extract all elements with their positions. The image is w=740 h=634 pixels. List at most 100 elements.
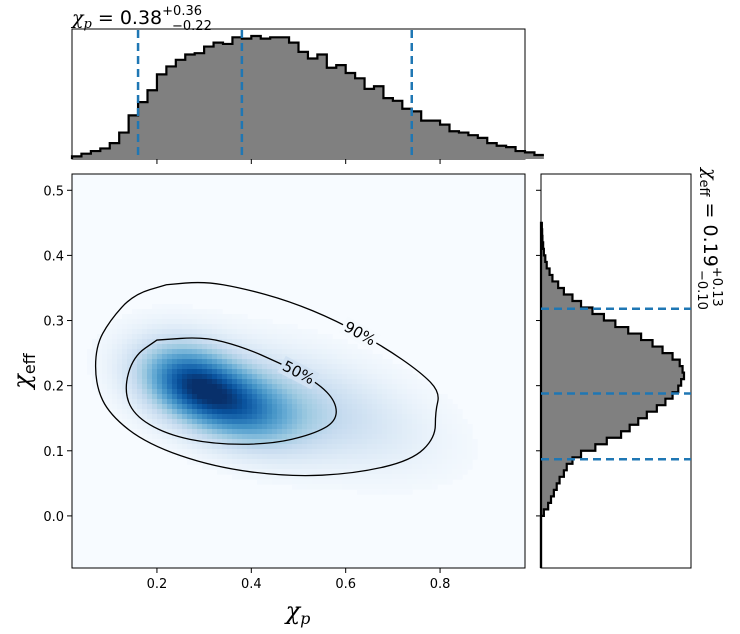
density-cell <box>437 439 443 445</box>
density-cell <box>462 419 468 425</box>
density-cell <box>257 399 263 405</box>
density-cell <box>237 424 243 430</box>
density-cell <box>357 379 363 385</box>
density-cell <box>327 399 333 405</box>
density-cell <box>162 364 168 370</box>
density-cell <box>162 444 168 450</box>
density-cell <box>157 309 163 315</box>
density-cell <box>322 449 328 455</box>
density-cell <box>177 359 183 365</box>
density-cell <box>302 424 308 430</box>
density-cell <box>217 344 223 350</box>
density-cell <box>437 454 443 460</box>
density-cell <box>327 369 333 375</box>
density-cell <box>172 409 178 415</box>
density-cell <box>102 339 108 345</box>
density-cell <box>472 444 478 450</box>
density-cell <box>187 354 193 360</box>
density-cell <box>232 404 238 410</box>
density-cell <box>182 449 188 455</box>
density-cell <box>222 319 228 325</box>
density-cell <box>142 374 148 380</box>
density-cell <box>212 329 218 335</box>
density-cell <box>117 409 123 415</box>
density-cell <box>262 439 268 445</box>
density-cell <box>342 414 348 420</box>
density-cell <box>312 329 318 335</box>
density-cell <box>302 339 308 345</box>
density-cell <box>227 409 233 415</box>
density-cell <box>207 319 213 325</box>
density-cell <box>362 459 368 465</box>
density-cell <box>327 344 333 350</box>
density-cell <box>222 409 228 415</box>
density-cell <box>182 344 188 350</box>
density-cell <box>322 414 328 420</box>
density-cell <box>182 309 188 315</box>
density-cell <box>177 454 183 460</box>
density-cell <box>267 379 273 385</box>
density-cell <box>187 344 193 350</box>
density-cell <box>347 354 353 360</box>
density-cell <box>227 334 233 340</box>
density-cell <box>302 389 308 395</box>
density-cell <box>97 384 103 390</box>
density-cell <box>227 384 233 390</box>
density-cell <box>352 454 358 460</box>
density-cell <box>252 389 258 395</box>
density-cell <box>392 414 398 420</box>
density-cell <box>352 364 358 370</box>
density-cell <box>207 359 213 365</box>
density-cell <box>242 454 248 460</box>
density-cell <box>157 339 163 345</box>
density-cell <box>292 344 298 350</box>
density-cell <box>247 409 253 415</box>
density-cell <box>242 354 248 360</box>
density-cell <box>177 369 183 375</box>
density-cell <box>227 419 233 425</box>
density-cell <box>177 349 183 355</box>
density-cell <box>422 394 428 400</box>
density-cell <box>332 409 338 415</box>
density-cell <box>322 379 328 385</box>
density-cell <box>422 399 428 405</box>
density-cell <box>132 414 138 420</box>
density-cell <box>217 419 223 425</box>
density-cell <box>207 439 213 445</box>
density-cell <box>272 369 278 375</box>
density-cell <box>152 349 158 355</box>
density-cell <box>442 394 448 400</box>
density-cell <box>312 474 318 480</box>
density-cell <box>332 384 338 390</box>
density-cell <box>407 444 413 450</box>
density-cell <box>277 419 283 425</box>
density-cell <box>217 324 223 330</box>
density-cell <box>442 474 448 480</box>
density-cell <box>402 484 408 490</box>
density-cell <box>102 334 108 340</box>
density-cell <box>132 394 138 400</box>
density-cell <box>112 364 118 370</box>
density-cell <box>247 424 253 430</box>
xeff-histogram-fill <box>541 222 684 516</box>
density-cell <box>347 429 353 435</box>
density-cell <box>392 469 398 475</box>
density-cell <box>237 444 243 450</box>
density-cell <box>267 454 273 460</box>
density-cell <box>327 479 333 485</box>
density-cell <box>352 479 358 485</box>
density-cell <box>367 349 373 355</box>
density-cell <box>232 314 238 320</box>
density-cell <box>292 339 298 345</box>
density-cell <box>427 479 433 485</box>
density-cell <box>102 374 108 380</box>
density-cell <box>267 479 273 485</box>
density-cell <box>157 444 163 450</box>
density-cell <box>372 404 378 410</box>
density-cell <box>97 359 103 365</box>
density-cell <box>177 304 183 310</box>
density-cell <box>377 434 383 440</box>
density-cell <box>397 449 403 455</box>
density-cell <box>387 489 393 495</box>
density-cell <box>242 374 248 380</box>
